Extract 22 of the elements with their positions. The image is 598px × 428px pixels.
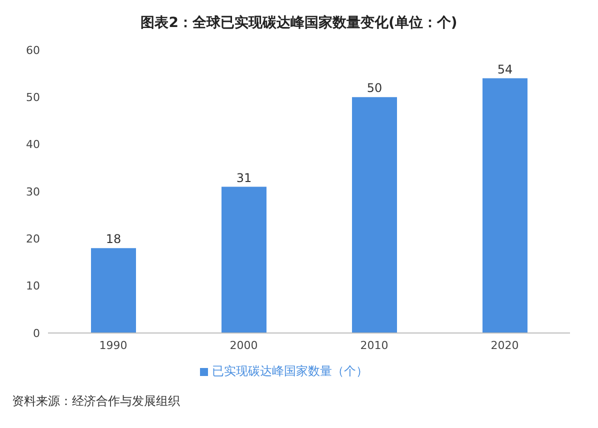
y-tick-label: 20 [26, 232, 40, 246]
bar [352, 97, 397, 333]
chart-title: 图表2：全球已实现碳达峰国家数量变化(单位：个) [140, 14, 458, 33]
y-tick-label: 30 [26, 185, 40, 198]
y-tick-label: 60 [26, 44, 40, 57]
data-label: 50 [366, 81, 382, 96]
y-tick-label: 40 [26, 138, 40, 152]
data-label: 54 [497, 62, 513, 76]
x-tick-label: 2010 [360, 338, 388, 352]
bar [482, 78, 528, 333]
x-tick-label: 1990 [99, 338, 128, 352]
y-tick-label: 50 [26, 91, 40, 104]
y-tick-label: 10 [26, 280, 40, 293]
bar [222, 186, 266, 333]
legend-label: 已实现碳达峰国家数量（个） [212, 364, 368, 378]
data-label: 31 [236, 170, 252, 185]
y-tick-label: 0 [33, 326, 40, 340]
data-label: 18 [106, 232, 122, 246]
x-tick-label: 2000 [230, 338, 258, 352]
bar [91, 248, 136, 333]
x-tick-label: 2020 [490, 338, 519, 352]
text: 资料来源：经济合作与发展组织 [11, 393, 181, 410]
